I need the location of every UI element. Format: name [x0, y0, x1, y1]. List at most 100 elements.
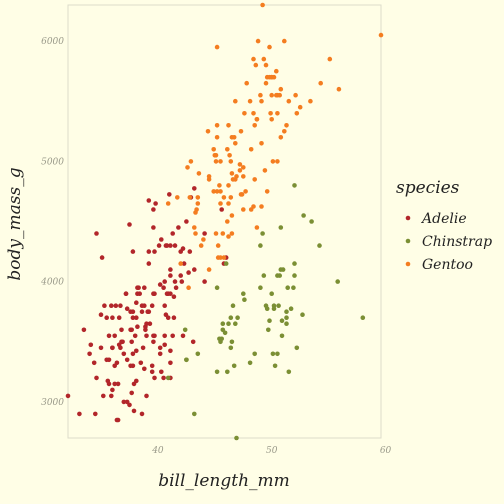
data-point [218, 201, 223, 206]
data-point [125, 400, 130, 405]
data-point [129, 340, 134, 345]
data-point [230, 340, 235, 345]
data-point [134, 300, 139, 305]
data-point [122, 352, 127, 357]
data-point [226, 201, 231, 206]
data-point [241, 291, 246, 296]
data-point [168, 267, 173, 272]
legend-item-adelie: Adelie [406, 211, 467, 227]
data-point [292, 273, 297, 278]
data-point [173, 243, 178, 248]
data-point [252, 123, 257, 128]
data-point [274, 69, 279, 74]
data-point [178, 261, 183, 266]
data-point [272, 75, 277, 80]
data-point [279, 87, 284, 92]
data-point [152, 249, 157, 254]
data-point [255, 225, 260, 230]
legend-item-gentoo: Gentoo [406, 257, 473, 273]
data-point [192, 186, 197, 191]
data-point [202, 279, 207, 284]
data-point [267, 45, 272, 50]
legend-label: Adelie [420, 211, 467, 227]
data-point [206, 129, 211, 134]
data-point [170, 334, 175, 339]
data-point [175, 195, 180, 200]
data-point [178, 273, 183, 278]
data-point [196, 352, 201, 357]
data-point [252, 352, 257, 357]
data-point [174, 285, 179, 290]
data-point [142, 285, 147, 290]
data-point [150, 364, 155, 369]
data-point [119, 328, 124, 333]
legend: species Adelie Chinstrap Gentoo [396, 178, 492, 273]
data-point [110, 388, 115, 393]
data-point [249, 147, 254, 152]
data-point [168, 291, 173, 296]
data-point [168, 273, 173, 278]
data-point [243, 189, 248, 194]
data-point [265, 306, 270, 311]
data-point [292, 261, 297, 266]
data-point [151, 225, 156, 230]
data-point [335, 279, 340, 284]
data-point [225, 147, 230, 152]
data-point [242, 111, 247, 116]
data-point [269, 291, 274, 296]
data-point [260, 3, 265, 8]
data-point [275, 159, 280, 164]
data-point [144, 394, 149, 399]
data-point [150, 370, 155, 375]
data-point [201, 237, 206, 242]
data-point [166, 201, 171, 206]
data-point [134, 349, 139, 354]
data-point [277, 273, 282, 278]
data-point [337, 87, 342, 92]
data-point [117, 343, 122, 348]
data-point [184, 219, 189, 224]
data-point [233, 141, 238, 146]
data-point [276, 303, 281, 308]
data-point [264, 63, 269, 68]
data-point [328, 57, 333, 62]
legend-label: Gentoo [422, 257, 473, 273]
data-point [77, 412, 82, 417]
data-point [142, 303, 147, 308]
legend-swatch [406, 239, 411, 244]
data-point [107, 334, 112, 339]
data-point [186, 270, 191, 275]
data-point [259, 141, 264, 146]
data-point [279, 135, 284, 140]
data-point [275, 352, 280, 357]
data-point [170, 231, 175, 236]
data-point [109, 394, 114, 399]
data-point [151, 207, 156, 212]
data-point [233, 99, 238, 104]
data-point [109, 303, 114, 308]
data-point [282, 129, 287, 134]
data-point [215, 123, 220, 128]
data-point [94, 376, 99, 381]
data-point [221, 231, 226, 236]
data-point [226, 183, 231, 188]
data-point [214, 159, 219, 164]
data-point [143, 328, 148, 333]
data-point [226, 234, 231, 239]
data-point [131, 309, 136, 314]
data-point [279, 225, 284, 230]
data-point [172, 294, 177, 299]
data-point [258, 285, 263, 290]
data-point [251, 111, 256, 116]
data-point [231, 303, 236, 308]
data-point [137, 291, 142, 296]
data-point [282, 39, 287, 44]
data-point [239, 192, 244, 197]
data-point [173, 279, 178, 284]
x-tick-label: 50 [266, 446, 278, 456]
legend-swatch [406, 216, 411, 221]
data-point [219, 207, 224, 212]
data-point [292, 183, 297, 188]
data-point [112, 364, 117, 369]
data-point [167, 192, 172, 197]
